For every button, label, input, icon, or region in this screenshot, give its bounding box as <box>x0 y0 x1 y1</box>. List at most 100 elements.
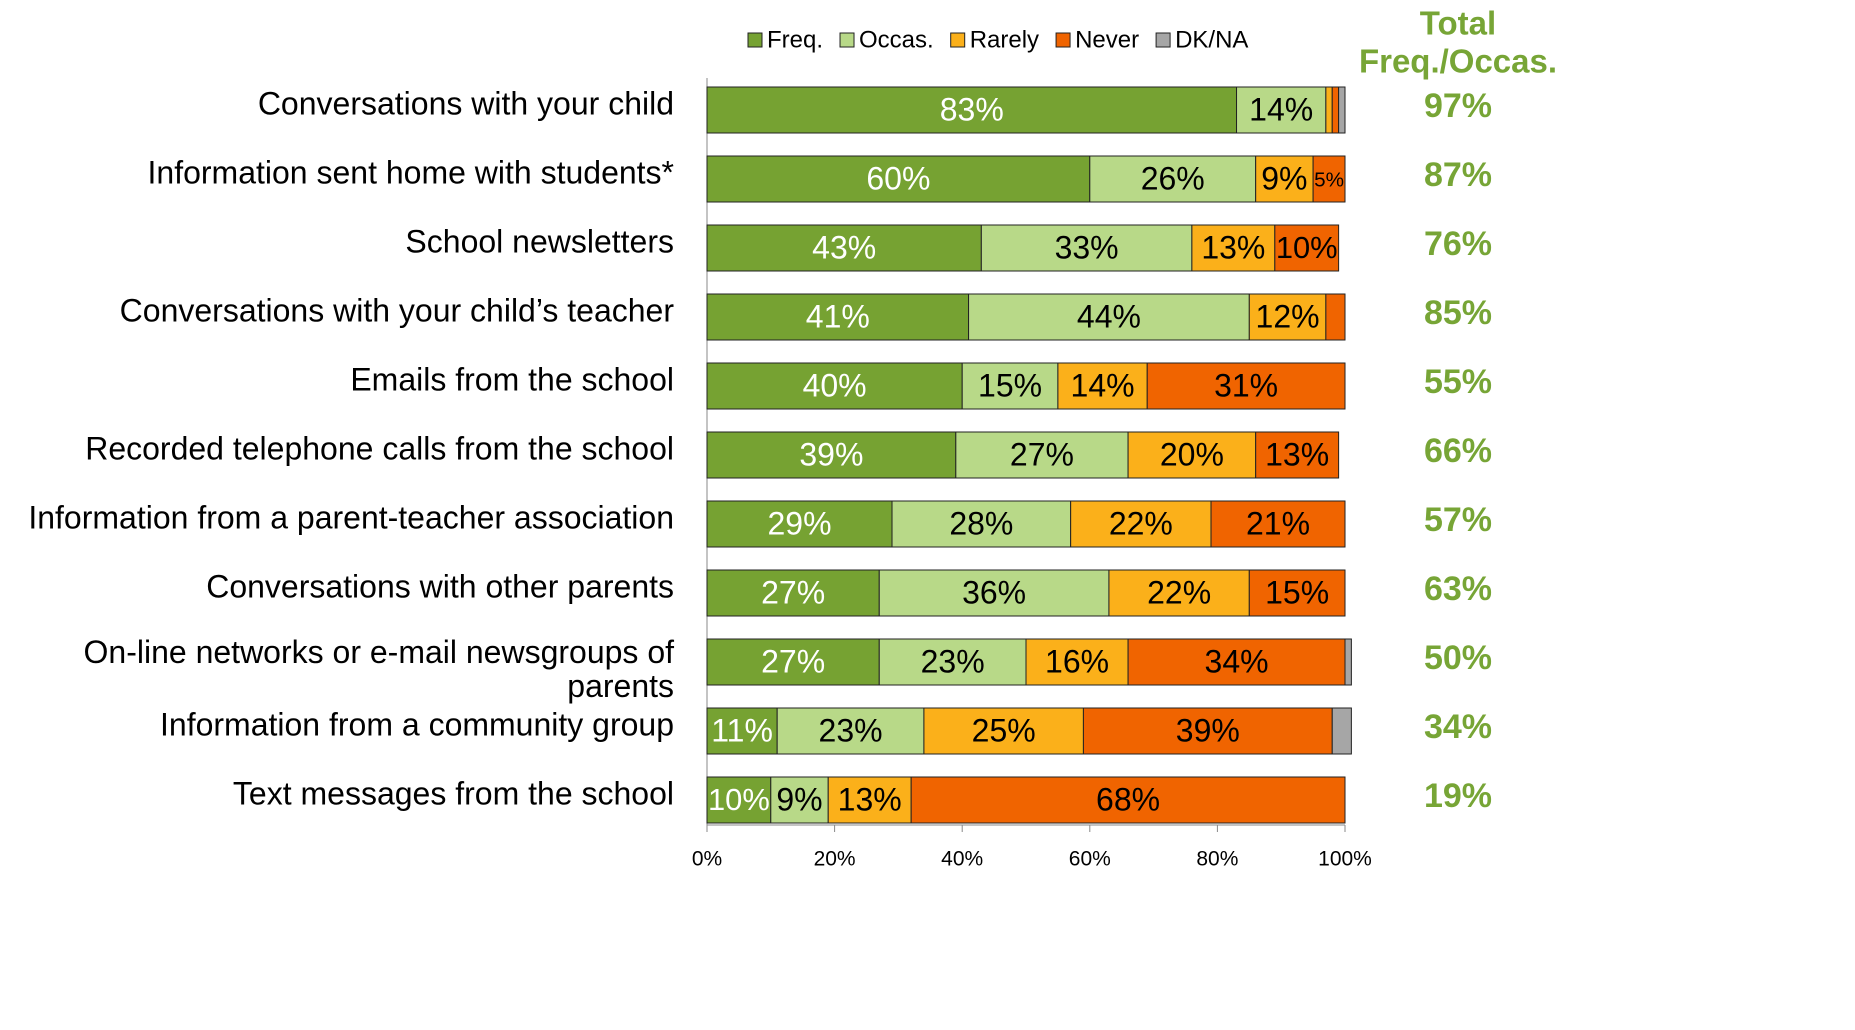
category-label: Information from a parent-teacher associ… <box>28 499 674 535</box>
data-label: 16% <box>1045 643 1109 679</box>
bar-segment <box>968 293 1250 341</box>
data-label: 13% <box>1265 436 1329 472</box>
legend-label: Rarely <box>970 26 1039 53</box>
data-label: 27% <box>1010 436 1074 472</box>
bar-segment <box>961 362 1059 410</box>
data-label: 39% <box>799 436 863 472</box>
category-label: Information sent home with students* <box>148 154 675 190</box>
category-label: Emails from the school <box>350 361 674 397</box>
data-label: 26% <box>1141 160 1205 196</box>
x-tick-label: 20% <box>814 848 856 871</box>
bar-segment <box>1236 86 1327 134</box>
bar-segment <box>1057 362 1148 410</box>
legend-swatch <box>1155 32 1171 48</box>
total-value: 76% <box>1424 225 1492 263</box>
bar-segment <box>706 431 957 479</box>
bar-segment <box>1248 569 1346 617</box>
x-tick-label: 100% <box>1318 848 1372 871</box>
category-label: Text messages from the school <box>233 775 674 811</box>
data-label: 68% <box>1096 781 1160 817</box>
data-label: 60% <box>866 160 930 196</box>
bar-segment <box>1331 86 1340 134</box>
data-label: 27% <box>761 574 825 610</box>
data-label: 10% <box>708 782 770 817</box>
total-value: 66% <box>1424 432 1492 470</box>
bar-segment <box>1312 155 1346 203</box>
x-tick-label: 80% <box>1196 848 1238 871</box>
bar-segment <box>955 431 1129 479</box>
data-label: 20% <box>1160 436 1224 472</box>
data-label: 29% <box>767 505 831 541</box>
bar-segment <box>891 500 1072 548</box>
bar-segment <box>1325 86 1333 134</box>
data-label: 14% <box>1071 367 1135 403</box>
data-label: 11% <box>711 712 773 748</box>
bar-segment <box>1070 500 1212 548</box>
data-label: 28% <box>949 505 1013 541</box>
bar-segment <box>1025 638 1129 686</box>
bar-segment <box>706 776 772 824</box>
bar-segment <box>706 293 970 341</box>
legend-swatch <box>950 32 966 48</box>
data-label: 10% <box>1276 230 1338 265</box>
bar-segment <box>1248 293 1327 341</box>
legend-label: Never <box>1075 26 1139 53</box>
x-tick-label: 40% <box>941 848 983 871</box>
data-label: 39% <box>1176 712 1240 748</box>
total-value: 87% <box>1424 156 1492 194</box>
bar-segment <box>776 707 925 755</box>
bar-segment <box>1127 431 1257 479</box>
total-value: 19% <box>1424 777 1492 815</box>
totals-title: Total <box>1420 5 1496 42</box>
bar-segment <box>1338 86 1346 134</box>
bar-segment <box>1344 638 1352 686</box>
x-tick-label: 60% <box>1069 848 1111 871</box>
data-label: 15% <box>1265 574 1329 610</box>
bar-segment <box>878 638 1027 686</box>
data-label: 9% <box>1261 160 1307 196</box>
bar-segment <box>1108 569 1250 617</box>
bar-segment <box>706 224 982 272</box>
bar-segment <box>706 707 778 755</box>
data-label: 13% <box>838 781 902 817</box>
category-label: Conversations with other parents <box>206 568 674 604</box>
total-value: 57% <box>1424 501 1492 539</box>
data-label: 5% <box>1314 168 1344 191</box>
data-label: 21% <box>1246 505 1310 541</box>
bar-segment <box>980 224 1193 272</box>
legend-swatch <box>839 32 855 48</box>
data-label: 34% <box>1205 643 1269 679</box>
bar-segment <box>1191 224 1276 272</box>
legend-label: Freq. <box>767 26 823 53</box>
data-label: 13% <box>1201 229 1265 265</box>
bar-segment <box>706 86 1238 134</box>
bar-segment <box>706 362 963 410</box>
data-label: 44% <box>1077 298 1141 334</box>
bar-segment <box>1146 362 1346 410</box>
bar-segment <box>1127 638 1346 686</box>
category-label: On-line networks or e-mail newsgroups of… <box>84 634 675 704</box>
data-label: 12% <box>1256 298 1320 334</box>
total-value: 63% <box>1424 570 1492 608</box>
bar-segment <box>770 776 829 824</box>
data-label: 14% <box>1249 91 1313 127</box>
data-label: 36% <box>962 574 1026 610</box>
data-label: 22% <box>1147 574 1211 610</box>
data-label: 23% <box>819 712 883 748</box>
total-value: 55% <box>1424 363 1492 401</box>
bar-segment <box>706 500 893 548</box>
legend-swatch <box>1055 32 1071 48</box>
data-label: 15% <box>978 367 1042 403</box>
total-value: 85% <box>1424 294 1492 332</box>
category-label: Information from a community group <box>160 706 674 742</box>
bar-segment <box>827 776 912 824</box>
bar-segment <box>878 569 1110 617</box>
data-label: 25% <box>972 712 1036 748</box>
data-label: 9% <box>776 781 822 817</box>
category-label: Conversations with your child’s teacher <box>120 292 675 328</box>
bar-segment <box>1325 293 1346 341</box>
total-value: 50% <box>1424 639 1492 677</box>
category-label: Conversations with your child <box>258 85 674 121</box>
bar-segment <box>706 569 880 617</box>
